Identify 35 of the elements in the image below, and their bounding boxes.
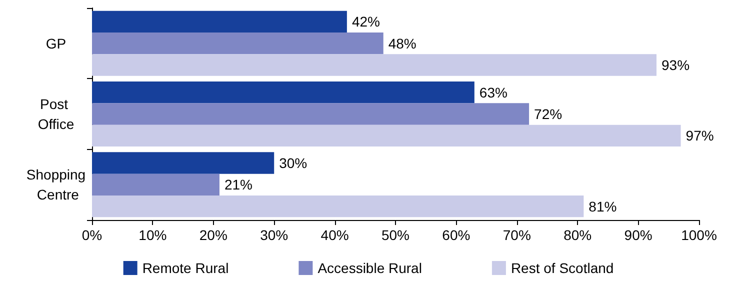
x-tick-label: 100% bbox=[681, 227, 717, 243]
x-tick-label: 10% bbox=[138, 227, 167, 243]
data-label: 93% bbox=[662, 57, 690, 74]
data-label: 48% bbox=[388, 35, 416, 52]
y-tick-label: GP bbox=[46, 35, 66, 52]
x-tick-label: 40% bbox=[320, 227, 349, 243]
x-tick-label: 50% bbox=[381, 227, 410, 243]
bar bbox=[92, 81, 474, 104]
data-label: 97% bbox=[686, 128, 714, 144]
bar bbox=[92, 103, 530, 125]
data-label: 42% bbox=[352, 14, 380, 30]
data-label: 30% bbox=[279, 154, 308, 171]
bar bbox=[92, 174, 220, 196]
x-tick-label: 70% bbox=[502, 227, 531, 243]
x-tick-label: 30% bbox=[260, 227, 288, 243]
x-tick-label: 20% bbox=[199, 227, 228, 243]
x-tick-label: 60% bbox=[442, 227, 470, 243]
x-tick-label: 0% bbox=[82, 227, 102, 243]
y-tick-label: Shopping Centre bbox=[26, 166, 86, 203]
bar bbox=[92, 152, 274, 174]
data-label: 63% bbox=[479, 84, 508, 100]
bar bbox=[92, 32, 384, 54]
x-tick-label: 80% bbox=[564, 227, 592, 243]
bar bbox=[92, 124, 681, 147]
legend-label: Remote Rural bbox=[142, 260, 229, 276]
bar bbox=[92, 10, 347, 32]
bar bbox=[92, 54, 657, 76]
bar bbox=[92, 196, 584, 218]
legend-label: Rest of Scotland bbox=[510, 260, 614, 276]
data-label: 81% bbox=[588, 198, 617, 214]
data-label: 21% bbox=[224, 176, 252, 193]
legend-label: Accessible Rural bbox=[318, 260, 422, 276]
x-tick-label: 90% bbox=[624, 227, 652, 243]
y-tick-label: Post Office bbox=[38, 96, 74, 132]
data-label: 72% bbox=[534, 106, 562, 122]
